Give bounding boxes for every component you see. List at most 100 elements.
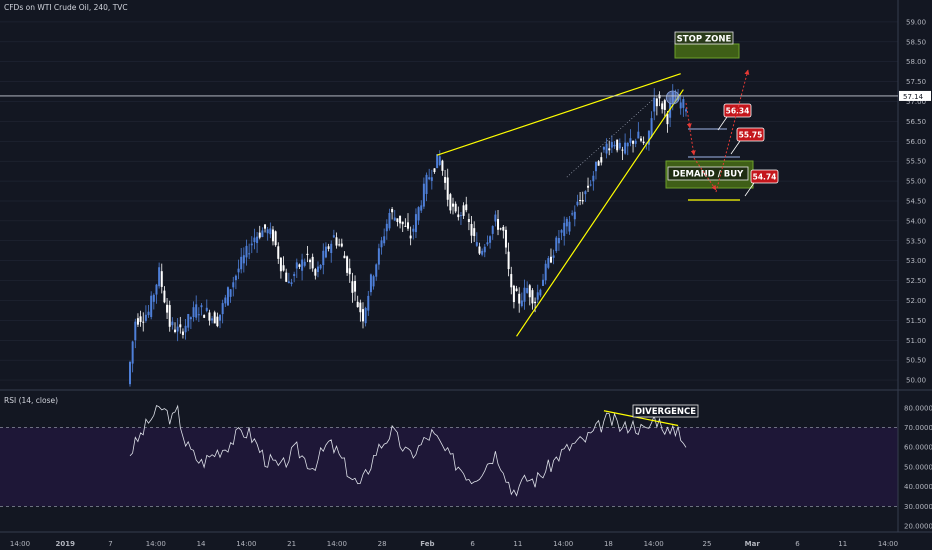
candle-body bbox=[375, 264, 378, 277]
time-tick-label: 7 bbox=[108, 540, 112, 548]
price-tick-label: 54.00 bbox=[906, 217, 926, 225]
candle-body bbox=[462, 205, 465, 216]
candle-body bbox=[369, 274, 372, 293]
candle-body bbox=[163, 290, 166, 303]
candle-body bbox=[248, 253, 251, 255]
candle-body bbox=[507, 251, 510, 270]
candle-body bbox=[129, 361, 131, 385]
candle-body bbox=[290, 282, 293, 285]
candle-body bbox=[160, 271, 163, 287]
candle-body bbox=[661, 103, 664, 110]
candle-body bbox=[176, 326, 179, 332]
target-flag-pointer bbox=[717, 116, 728, 131]
time-tick-label: 14 bbox=[197, 540, 206, 548]
price-tick-label: 57.50 bbox=[906, 78, 926, 86]
candle-body bbox=[380, 240, 383, 248]
price-tick-label: 50.50 bbox=[906, 357, 926, 365]
candle-body bbox=[372, 276, 375, 287]
candle-body bbox=[618, 142, 621, 149]
candle-body bbox=[536, 292, 539, 300]
candle-body bbox=[422, 183, 425, 207]
candle-body bbox=[653, 97, 656, 112]
rsi-tick-label: 60.0000 bbox=[904, 444, 932, 452]
candle-body bbox=[565, 218, 568, 227]
candle-body bbox=[237, 268, 240, 273]
candle-body bbox=[203, 315, 206, 318]
candle-body bbox=[481, 250, 484, 255]
target-flag-label: 55.75 bbox=[739, 131, 763, 140]
candle-body bbox=[446, 177, 449, 200]
rsi-band bbox=[0, 427, 898, 507]
target-flag-pointer bbox=[744, 182, 755, 197]
drawings: STOP ZONE DEMAND / BUY 56.34 55.75 54.74 DIVE… bbox=[436, 31, 779, 427]
rsi-tick-label: 20.0000 bbox=[904, 523, 932, 531]
candle-body bbox=[528, 285, 531, 298]
candle-body bbox=[250, 243, 253, 246]
candle-body bbox=[555, 237, 558, 252]
candle-body bbox=[166, 304, 169, 313]
candle-body bbox=[610, 142, 613, 148]
candle-body bbox=[412, 228, 415, 232]
time-tick-label: Mar bbox=[745, 540, 761, 548]
candle-body bbox=[131, 341, 134, 364]
candle-body bbox=[139, 316, 142, 322]
candle-body bbox=[155, 284, 158, 295]
candle-body bbox=[388, 212, 391, 229]
candle-body bbox=[287, 281, 290, 284]
rsi-label: RSI (14, close) bbox=[4, 396, 58, 405]
time-tick-label: 2019 bbox=[56, 540, 76, 548]
time-tick-label: 28 bbox=[378, 540, 387, 548]
price-tick-label: 58.50 bbox=[906, 38, 926, 46]
candle-body bbox=[420, 205, 423, 211]
candle-body bbox=[494, 214, 497, 222]
divergence-label: DIVERGENCE bbox=[635, 407, 696, 417]
candle-body bbox=[579, 200, 582, 202]
time-tick-label: 14:00 bbox=[878, 540, 898, 548]
candle-body bbox=[407, 222, 409, 229]
candle-body bbox=[634, 140, 637, 144]
candle-body bbox=[316, 266, 319, 273]
candle-body bbox=[168, 305, 171, 327]
candle-body bbox=[597, 161, 600, 166]
candle-body bbox=[425, 174, 428, 194]
candles bbox=[129, 84, 687, 387]
candle-body bbox=[179, 324, 182, 328]
candle-body bbox=[332, 235, 335, 238]
candle-body bbox=[669, 103, 672, 118]
candle-body bbox=[219, 314, 222, 321]
candle-body bbox=[293, 274, 296, 277]
candle-body bbox=[303, 261, 306, 266]
rsi-pane bbox=[0, 404, 898, 507]
candle-body bbox=[515, 288, 518, 292]
candle-body bbox=[399, 215, 402, 224]
candle-body bbox=[441, 160, 444, 171]
target-flag-pointer bbox=[730, 140, 741, 155]
candle-body bbox=[187, 314, 190, 328]
candle-body bbox=[393, 217, 396, 221]
candle-body bbox=[385, 223, 388, 232]
candle-body bbox=[301, 259, 304, 271]
candle-body bbox=[346, 256, 349, 273]
candle-body bbox=[502, 226, 505, 231]
candle-body bbox=[682, 99, 685, 108]
last-price-badge bbox=[899, 90, 931, 101]
candle-body bbox=[639, 138, 642, 141]
candle-body bbox=[136, 318, 139, 325]
candle-body bbox=[568, 221, 571, 232]
candle-body bbox=[234, 275, 237, 281]
candle-body bbox=[414, 214, 417, 233]
time-tick-label: 18 bbox=[604, 540, 613, 548]
down-arrow bbox=[689, 129, 696, 156]
candle-body bbox=[181, 331, 184, 335]
time-tick-label: Feb bbox=[420, 540, 434, 548]
rsi-tick-label: 70.0000 bbox=[904, 424, 932, 432]
last-price-label: 57.14 bbox=[903, 93, 924, 101]
candle-body bbox=[602, 147, 605, 150]
candle-body bbox=[282, 265, 285, 271]
candle-body bbox=[147, 311, 150, 316]
candle-body bbox=[205, 307, 208, 311]
candle-body bbox=[465, 204, 468, 211]
candle-body bbox=[531, 290, 534, 304]
candle-body bbox=[279, 257, 282, 272]
